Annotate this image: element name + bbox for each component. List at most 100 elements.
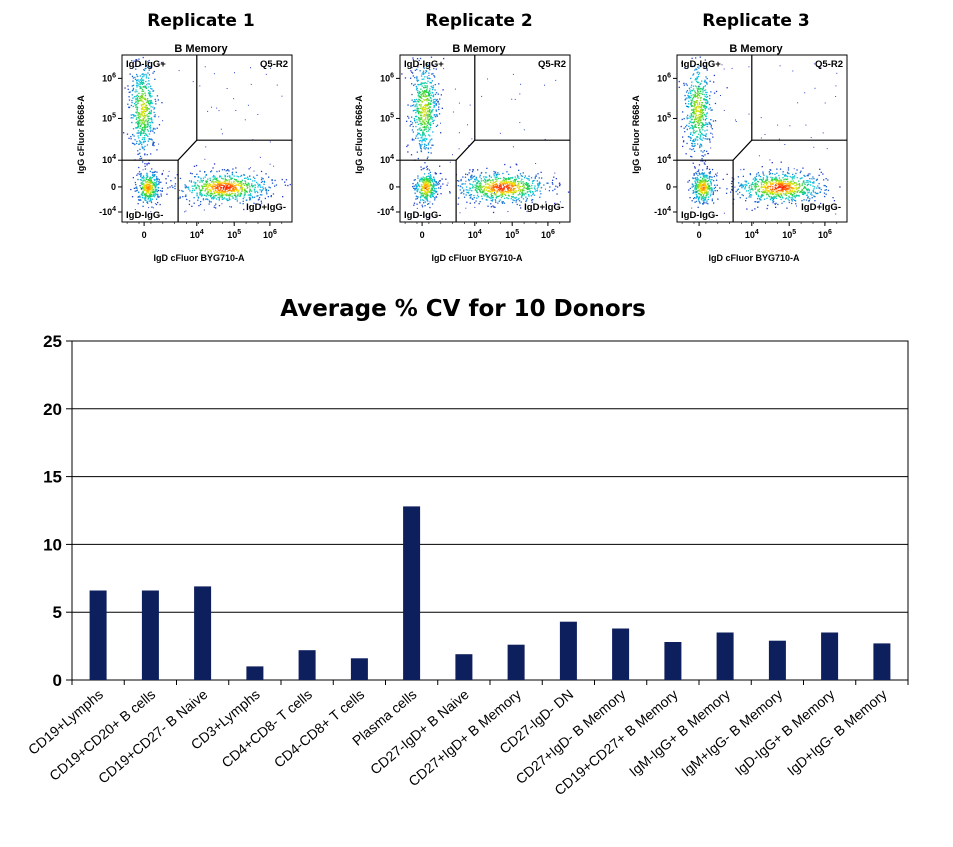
- cell-event: [138, 58, 140, 60]
- cell-event: [264, 197, 266, 200]
- cell-event: [431, 138, 433, 140]
- cell-event: [137, 102, 139, 104]
- cell-event: [787, 191, 789, 193]
- cell-event: [523, 129, 525, 131]
- cell-event: [704, 199, 706, 201]
- cell-event: [225, 194, 228, 196]
- cell-event: [470, 196, 472, 198]
- cell-event: [209, 184, 212, 186]
- cell-event: [520, 201, 522, 203]
- cell-event: [696, 72, 698, 74]
- cell-event: [737, 193, 739, 195]
- cell-event: [155, 198, 158, 200]
- cell-event: [419, 201, 421, 203]
- cell-event: [491, 188, 494, 191]
- cell-event: [172, 186, 174, 189]
- cell-event: [426, 130, 428, 133]
- cell-event: [215, 203, 217, 205]
- cell-event: [706, 107, 708, 109]
- cell-event: [219, 193, 221, 195]
- cell-event: [220, 128, 222, 130]
- cell-event: [140, 107, 143, 110]
- cell-event: [712, 191, 714, 193]
- x-tick-label: 106: [263, 229, 277, 240]
- cell-event: [433, 114, 435, 116]
- cell-event: [434, 190, 436, 192]
- cell-event: [686, 116, 688, 118]
- cell-event: [260, 191, 263, 193]
- cell-event: [424, 194, 427, 196]
- cell-event: [706, 138, 708, 140]
- cell-event: [705, 175, 707, 177]
- cell-event: [522, 181, 524, 183]
- cell-event: [754, 208, 756, 210]
- cell-event: [457, 180, 459, 182]
- cell-event: [222, 184, 224, 187]
- cell-event: [803, 174, 805, 177]
- cell-event: [558, 183, 560, 185]
- cell-event: [773, 193, 775, 195]
- cell-event: [540, 186, 543, 189]
- cell-event: [225, 180, 227, 182]
- cell-event: [148, 193, 151, 195]
- cell-event: [704, 89, 707, 91]
- cell-event: [782, 177, 784, 179]
- cell-event: [142, 205, 144, 207]
- cell-event: [231, 192, 233, 195]
- cell-event: [430, 56, 433, 58]
- cell-event: [513, 184, 515, 186]
- cell-event: [697, 116, 699, 118]
- cell-event: [174, 183, 177, 185]
- cell-event: [691, 105, 693, 107]
- cell-event: [218, 189, 220, 191]
- cell-event: [776, 190, 778, 193]
- cell-event: [814, 87, 816, 89]
- cell-event: [418, 110, 421, 113]
- cell-event: [413, 104, 415, 106]
- cell-event: [476, 188, 478, 190]
- category-label: IgD+IgG- B Memory: [784, 686, 890, 779]
- cell-event: [157, 187, 160, 189]
- cell-event: [218, 194, 221, 196]
- cell-event: [423, 139, 426, 142]
- cell-event: [418, 96, 420, 98]
- cell-event: [706, 77, 708, 80]
- cell-event: [247, 186, 249, 188]
- cell-event: [705, 96, 708, 98]
- cell-event: [480, 188, 482, 190]
- cell-event: [156, 149, 158, 151]
- cell-event: [702, 174, 704, 176]
- cell-event: [132, 97, 134, 99]
- cell-event: [151, 119, 153, 121]
- cell-event: [424, 94, 426, 96]
- cell-event: [416, 109, 418, 111]
- cell-event: [487, 186, 489, 188]
- cell-event: [414, 76, 416, 79]
- cell-event: [723, 212, 725, 214]
- cell-event: [423, 147, 425, 149]
- cell-event: [150, 138, 152, 140]
- cell-event: [209, 185, 211, 187]
- cell-event: [142, 128, 144, 130]
- cell-event: [804, 183, 806, 186]
- cell-event: [554, 172, 556, 174]
- cell-event: [693, 197, 695, 200]
- cell-event: [790, 191, 792, 193]
- cell-event: [700, 195, 702, 197]
- cell-event: [145, 73, 147, 76]
- cell-event: [431, 64, 433, 66]
- cell-event: [227, 183, 229, 185]
- cell-event: [500, 192, 502, 194]
- cell-event: [150, 87, 152, 90]
- cell-event: [428, 72, 430, 74]
- cell-event: [813, 186, 816, 188]
- cell-event: [497, 177, 500, 180]
- cell-event: [149, 92, 151, 95]
- cell-event: [146, 186, 148, 188]
- cell-event: [513, 183, 515, 185]
- cell-event: [221, 177, 223, 179]
- cell-event: [507, 188, 509, 191]
- cell-event: [820, 202, 822, 205]
- cell-event: [254, 177, 256, 180]
- cell-event: [432, 95, 434, 97]
